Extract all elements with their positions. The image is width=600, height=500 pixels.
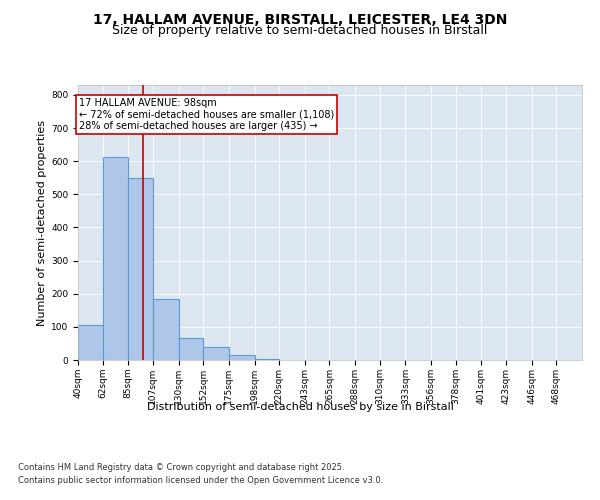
Text: 17, HALLAM AVENUE, BIRSTALL, LEICESTER, LE4 3DN: 17, HALLAM AVENUE, BIRSTALL, LEICESTER, …: [93, 12, 507, 26]
Bar: [153, 298, 179, 360]
Text: Contains HM Land Registry data © Crown copyright and database right 2025.: Contains HM Land Registry data © Crown c…: [18, 464, 344, 472]
Text: Size of property relative to semi-detached houses in Birstall: Size of property relative to semi-detach…: [112, 24, 488, 37]
Y-axis label: Number of semi-detached properties: Number of semi-detached properties: [37, 120, 47, 326]
Bar: [229, 355, 254, 360]
Bar: [179, 338, 203, 360]
Bar: [254, 359, 279, 360]
Bar: [78, 324, 103, 360]
Text: Contains public sector information licensed under the Open Government Licence v3: Contains public sector information licen…: [18, 476, 383, 485]
Text: 17 HALLAM AVENUE: 98sqm
← 72% of semi-detached houses are smaller (1,108)
28% of: 17 HALLAM AVENUE: 98sqm ← 72% of semi-de…: [79, 98, 334, 132]
Bar: [103, 157, 128, 360]
Bar: [203, 346, 229, 360]
Bar: [128, 178, 153, 360]
Text: Distribution of semi-detached houses by size in Birstall: Distribution of semi-detached houses by …: [146, 402, 454, 412]
